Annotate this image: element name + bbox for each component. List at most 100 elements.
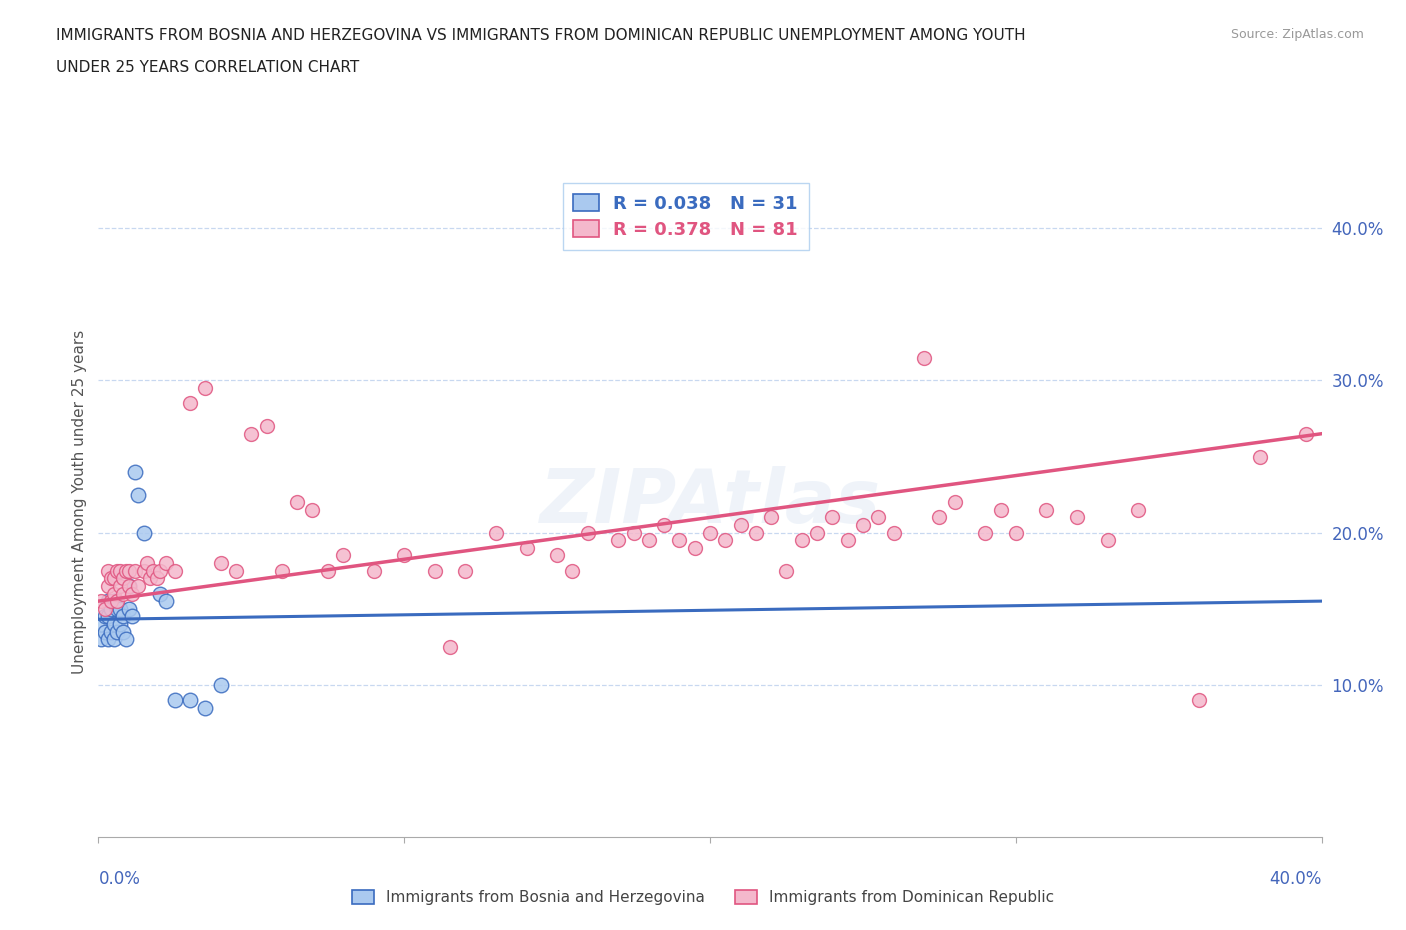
- Point: [775, 564, 797, 578]
- Point: [868, 510, 890, 525]
- Point: [194, 700, 217, 715]
- Point: [883, 525, 905, 540]
- Text: ZIPAtlas: ZIPAtlas: [540, 466, 880, 538]
- Point: [179, 693, 201, 708]
- Point: [990, 502, 1012, 517]
- Point: [124, 464, 146, 479]
- Point: [240, 426, 263, 441]
- Point: [163, 564, 186, 578]
- Point: [108, 578, 131, 593]
- Point: [194, 380, 217, 395]
- Legend: Immigrants from Bosnia and Herzegovina, Immigrants from Dominican Republic: Immigrants from Bosnia and Herzegovina, …: [344, 883, 1062, 913]
- Point: [974, 525, 997, 540]
- Point: [93, 602, 115, 617]
- Point: [100, 624, 122, 639]
- Point: [118, 578, 141, 593]
- Point: [806, 525, 828, 540]
- Point: [759, 510, 782, 525]
- Point: [316, 564, 339, 578]
- Point: [105, 564, 128, 578]
- Point: [1295, 426, 1317, 441]
- Point: [100, 571, 122, 586]
- Point: [1128, 502, 1150, 517]
- Point: [943, 495, 966, 510]
- Point: [103, 617, 125, 631]
- Point: [1249, 449, 1271, 464]
- Point: [105, 602, 128, 617]
- Point: [423, 564, 446, 578]
- Legend: R = 0.038   N = 31, R = 0.378   N = 81: R = 0.038 N = 31, R = 0.378 N = 81: [562, 183, 808, 249]
- Point: [668, 533, 690, 548]
- Point: [90, 631, 112, 646]
- Point: [93, 609, 115, 624]
- Point: [928, 510, 950, 525]
- Point: [111, 571, 134, 586]
- Point: [149, 586, 172, 601]
- Point: [97, 578, 120, 593]
- Point: [115, 631, 138, 646]
- Point: [127, 578, 149, 593]
- Point: [97, 593, 120, 608]
- Point: [155, 555, 177, 570]
- Point: [1035, 502, 1057, 517]
- Point: [607, 533, 630, 548]
- Point: [163, 693, 186, 708]
- Point: [118, 578, 141, 593]
- Point: [93, 624, 115, 639]
- Point: [699, 525, 721, 540]
- Point: [90, 617, 112, 631]
- Point: [139, 571, 162, 586]
- Point: [516, 540, 538, 555]
- Point: [121, 609, 143, 624]
- Point: [108, 564, 131, 578]
- Point: [134, 525, 156, 540]
- Point: [124, 564, 146, 578]
- Point: [108, 602, 131, 617]
- Y-axis label: Unemployment Among Youth under 25 years: Unemployment Among Youth under 25 years: [72, 330, 87, 674]
- Point: [179, 396, 201, 411]
- Point: [111, 586, 134, 601]
- Point: [392, 548, 416, 563]
- Point: [111, 609, 134, 624]
- Point: [637, 533, 661, 548]
- Point: [149, 564, 172, 578]
- Point: [363, 564, 385, 578]
- Point: [652, 518, 675, 533]
- Point: [103, 631, 125, 646]
- Point: [1004, 525, 1026, 540]
- Point: [145, 571, 167, 586]
- Point: [912, 351, 935, 365]
- Point: [439, 639, 461, 654]
- Point: [332, 548, 354, 563]
- Point: [100, 602, 122, 617]
- Point: [225, 564, 247, 578]
- Point: [546, 548, 568, 563]
- Point: [121, 586, 143, 601]
- Point: [90, 593, 112, 608]
- Point: [852, 518, 875, 533]
- Text: UNDER 25 YEARS CORRELATION CHART: UNDER 25 YEARS CORRELATION CHART: [56, 60, 360, 75]
- Point: [454, 564, 477, 578]
- Point: [127, 487, 149, 502]
- Point: [100, 593, 122, 608]
- Point: [103, 593, 125, 608]
- Point: [561, 564, 583, 578]
- Point: [301, 502, 323, 517]
- Point: [115, 564, 138, 578]
- Point: [285, 495, 308, 510]
- Text: Source: ZipAtlas.com: Source: ZipAtlas.com: [1230, 28, 1364, 41]
- Point: [730, 518, 752, 533]
- Point: [1188, 693, 1211, 708]
- Point: [108, 617, 131, 631]
- Point: [111, 624, 134, 639]
- Point: [1097, 533, 1119, 548]
- Point: [576, 525, 599, 540]
- Point: [97, 631, 120, 646]
- Point: [105, 593, 128, 608]
- Point: [790, 533, 813, 548]
- Point: [103, 571, 125, 586]
- Point: [623, 525, 645, 540]
- Point: [105, 624, 128, 639]
- Point: [683, 540, 706, 555]
- Point: [103, 586, 125, 601]
